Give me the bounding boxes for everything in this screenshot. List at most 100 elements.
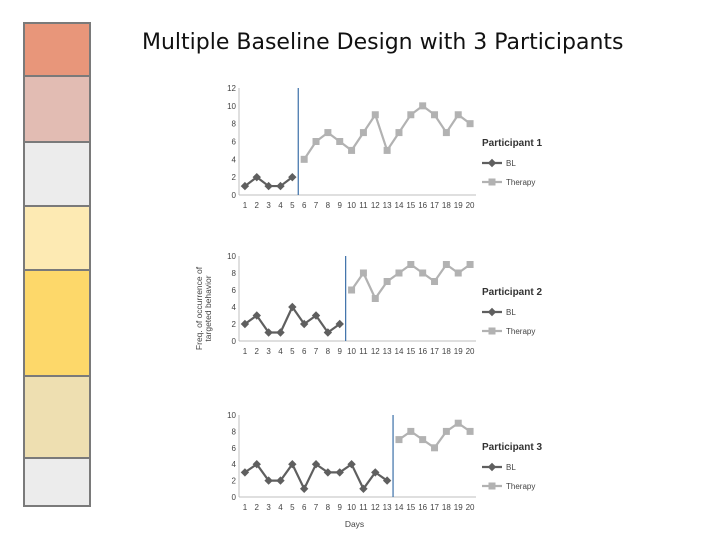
x-tick-label: 8 [326, 201, 331, 210]
data-point-therapy [383, 278, 391, 285]
x-tick-label: 6 [302, 347, 307, 356]
x-tick-label: 4 [278, 201, 283, 210]
x-tick-label: 13 [383, 503, 392, 512]
x-tick-label: 20 [466, 347, 475, 356]
data-point-therapy [300, 155, 308, 163]
x-tick-label: 17 [430, 503, 439, 512]
data-point-therapy [395, 129, 403, 137]
series-line-therapy [398, 421, 471, 450]
participant-title: Participant 3 [482, 442, 542, 453]
data-point-bl [299, 319, 309, 329]
x-tick-label: 12 [371, 347, 380, 356]
data-point-bl [288, 302, 297, 312]
x-tick-label: 1 [243, 347, 248, 356]
data-point-bl [311, 311, 321, 320]
participant-title: Participant 1 [482, 138, 542, 149]
legend-label: Therapy [506, 327, 535, 336]
y-tick-label: 2 [232, 477, 237, 486]
data-point-bl [276, 328, 285, 337]
data-point-bl [252, 311, 261, 320]
color-swatch-sidebar [23, 22, 91, 507]
x-tick-label: 6 [302, 503, 307, 512]
x-tick-label: 11 [359, 347, 368, 356]
data-point-bl [276, 181, 285, 191]
data-point-bl [323, 328, 333, 337]
x-tick-label: 2 [255, 347, 260, 356]
data-point-therapy [407, 261, 415, 268]
y-tick-label: 0 [232, 493, 237, 502]
y-tick-label: 8 [232, 427, 237, 436]
x-tick-label: 18 [442, 347, 451, 356]
sidebar-swatch-4 [23, 205, 91, 271]
data-point-therapy [419, 269, 427, 277]
legend-marker [487, 307, 497, 317]
x-tick-label: 4 [278, 347, 283, 356]
x-tick-label: 19 [454, 201, 463, 210]
data-point-therapy [431, 278, 439, 285]
y-tick-label: 8 [232, 120, 237, 129]
x-tick-label: 18 [442, 201, 451, 210]
data-point-therapy [336, 138, 344, 145]
y-tick-label: 0 [232, 191, 237, 200]
x-tick-label: 15 [406, 347, 415, 356]
x-tick-label: 7 [314, 503, 319, 512]
x-tick-label: 7 [314, 347, 319, 356]
y-tick-label: 2 [232, 173, 237, 182]
data-point-therapy [442, 261, 450, 268]
x-tick-label: 10 [347, 347, 356, 356]
data-point-therapy [395, 269, 403, 277]
x-tick-label: 14 [395, 201, 404, 210]
x-tick-label: 16 [418, 503, 427, 512]
x-tick-label: 10 [347, 503, 356, 512]
series-line-therapy [350, 262, 471, 301]
sidebar-swatch-2 [23, 75, 91, 143]
legend-label: BL [506, 463, 516, 472]
legend-marker [487, 462, 497, 472]
data-point-therapy [407, 427, 415, 435]
data-point-therapy [431, 111, 439, 119]
x-tick-label: 13 [383, 201, 392, 210]
data-point-bl [288, 172, 297, 182]
x-tick-label: 18 [442, 503, 451, 512]
legend-label: Therapy [506, 178, 535, 187]
x-tick-label: 7 [314, 201, 319, 210]
legend-marker [488, 327, 496, 335]
data-point-therapy [407, 111, 415, 119]
data-point-bl [371, 468, 380, 477]
x-tick-label: 10 [347, 201, 356, 210]
data-point-therapy [419, 102, 427, 110]
data-point-bl [288, 460, 297, 469]
x-tick-label: 1 [243, 503, 248, 512]
x-tick-label: 2 [255, 201, 260, 210]
y-tick-label: 2 [232, 320, 237, 329]
x-tick-label: 8 [326, 503, 331, 512]
x-tick-label: 14 [395, 347, 404, 356]
data-point-bl [264, 328, 273, 337]
y-tick-label: 10 [227, 102, 236, 111]
x-tick-label: 11 [359, 503, 368, 512]
y-tick-label: 4 [232, 155, 237, 164]
data-point-bl [359, 484, 368, 493]
y-tick-label: 8 [232, 269, 237, 278]
data-point-bl [252, 460, 261, 469]
y-tick-label: 6 [232, 138, 237, 147]
y-axis-title: Freq. of occurrence of [194, 266, 204, 350]
data-point-therapy [442, 129, 450, 137]
legend-marker [488, 178, 496, 186]
x-tick-label: 1 [243, 201, 248, 210]
data-point-bl [252, 172, 261, 182]
x-tick-label: 16 [418, 201, 427, 210]
x-tick-label: 15 [406, 503, 415, 512]
data-point-therapy [454, 269, 462, 277]
y-tick-label: 6 [232, 444, 237, 453]
data-point-bl [335, 468, 344, 477]
x-tick-label: 19 [454, 503, 463, 512]
data-point-therapy [359, 129, 367, 137]
x-tick-label: 15 [406, 201, 415, 210]
sidebar-swatch-7 [23, 457, 91, 507]
x-tick-label: 17 [430, 201, 439, 210]
data-point-therapy [348, 286, 356, 294]
x-tick-label: 12 [371, 503, 380, 512]
data-point-therapy [431, 444, 439, 452]
